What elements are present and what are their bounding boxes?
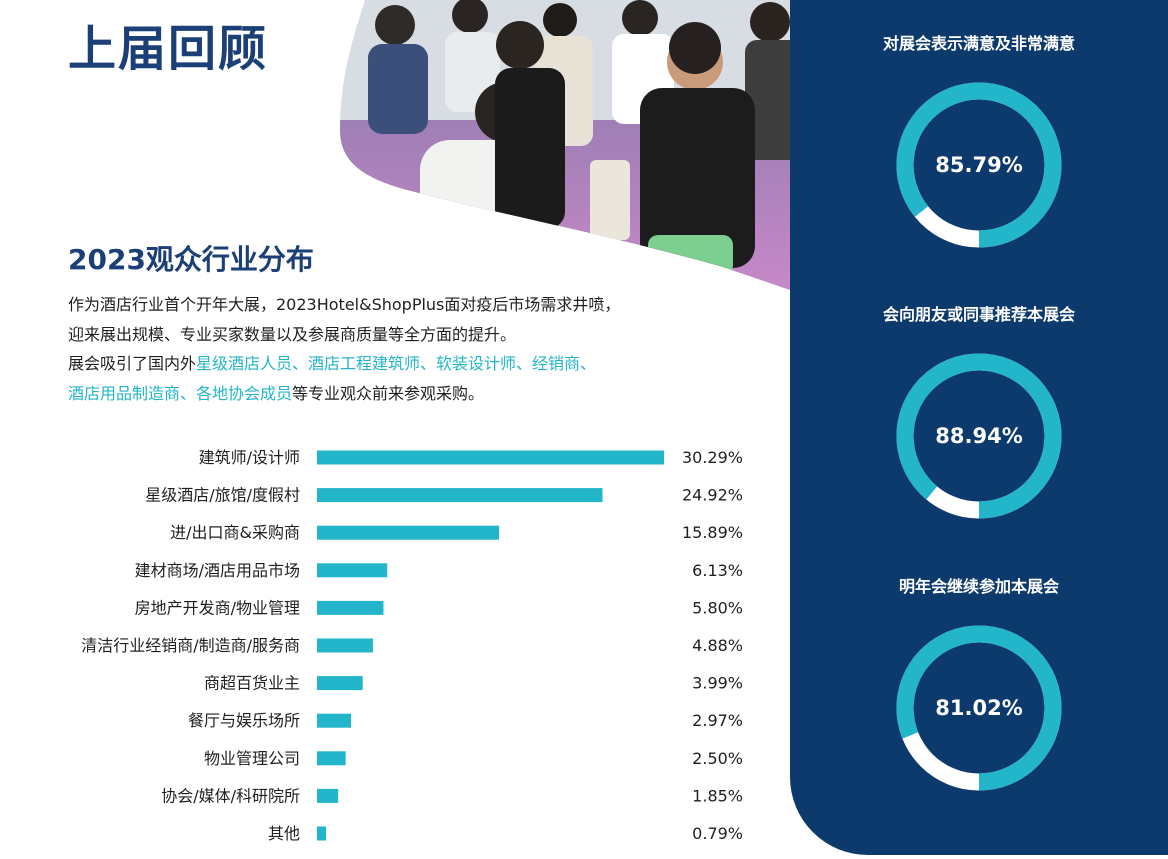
category-label: 商超百货业主	[204, 674, 300, 693]
value-label: 1.85%	[692, 786, 743, 805]
crowd-photo	[340, 0, 790, 290]
donut-segment	[896, 353, 1062, 519]
category-label: 清洁行业经销商/制造商/服务商	[81, 636, 300, 655]
category-label: 房地产开发商/物业管理	[135, 598, 300, 617]
donut-segment	[896, 82, 1062, 248]
intro-line: 酒店用品制造商、各地协会成员等专业观众前来参观采购。	[68, 379, 768, 409]
bar	[317, 751, 346, 766]
section-title: 2023观众行业分布	[68, 243, 314, 276]
satisfaction-panel: 对展会表示满意及非常满意 85.79% 会向朋友或同事推荐本展会 88.94% …	[790, 0, 1168, 855]
kpi-title: 明年会继续参加本展会	[898, 577, 1059, 596]
intro-line: 迎来展出规模、专业买家数量以及参展商质量等全方面的提升。	[68, 324, 517, 344]
donut-chart: 85.79%	[896, 82, 1062, 248]
intro-highlight: 星级酒店人员、酒店工程建筑师、软装设计师、经销商、	[196, 354, 597, 373]
intro-line: 展会吸引了国内外星级酒店人员、酒店工程建筑师、软装设计师、经销商、	[68, 349, 768, 379]
kpi-title: 对展会表示满意及非常满意	[882, 34, 1075, 53]
value-label: 5.80%	[692, 598, 743, 617]
category-label: 建筑师/设计师	[199, 448, 300, 467]
bar	[317, 826, 327, 841]
value-label: 30.29%	[682, 448, 743, 467]
donut-value-label: 85.79%	[935, 153, 1022, 177]
bar	[317, 713, 352, 728]
donut-value-label: 88.94%	[935, 424, 1022, 448]
donut-chart: 88.94%	[896, 353, 1062, 519]
bar	[317, 788, 339, 803]
value-label: 4.88%	[692, 636, 743, 655]
bar	[317, 450, 664, 465]
intro-paragraph: 作为酒店行业首个开年大展，2023Hotel&ShopPlus面对疫后市场需求井…	[68, 290, 768, 408]
category-label: 物业管理公司	[204, 749, 300, 768]
donut-segment	[896, 625, 1062, 791]
donut-chart: 81.02%	[896, 625, 1062, 791]
value-label: 2.97%	[692, 711, 743, 730]
value-label: 24.92%	[682, 486, 743, 505]
category-label: 其他	[268, 824, 300, 843]
value-label: 2.50%	[692, 749, 743, 768]
value-label: 0.79%	[692, 824, 743, 843]
category-label: 协会/媒体/科研院所	[161, 786, 300, 805]
bar	[317, 676, 363, 691]
bar	[317, 525, 500, 540]
bar	[317, 638, 373, 653]
bar	[317, 563, 388, 578]
intro-text: 等专业观众前来参观采购。	[292, 383, 485, 403]
industry-bar-chart: 建筑师/设计师 30.29% 星级酒店/旅馆/度假村 24.92% 进/出口商&采购商 1…	[81, 448, 743, 843]
bar	[317, 600, 384, 615]
category-label: 进/出口商&采购商	[170, 523, 300, 542]
value-label: 15.89%	[682, 523, 743, 542]
intro-line: 作为酒店行业首个开年大展，2023Hotel&ShopPlus面对疫后市场需求井…	[68, 295, 621, 314]
intro-highlight: 酒店用品制造商、各地协会成员	[68, 383, 293, 403]
page-title: 上届回顾	[68, 21, 269, 77]
value-label: 3.99%	[692, 674, 743, 693]
value-label: 6.13%	[692, 561, 743, 580]
donut-value-label: 81.02%	[935, 696, 1022, 720]
category-label: 建材商场/酒店用品市场	[135, 561, 300, 580]
category-label: 餐厅与娱乐场所	[188, 711, 300, 730]
category-label: 星级酒店/旅馆/度假村	[145, 486, 300, 505]
intro-text: 展会吸引了国内外	[68, 354, 197, 373]
kpi-title: 会向朋友或同事推荐本展会	[882, 305, 1075, 324]
bar	[317, 488, 603, 503]
